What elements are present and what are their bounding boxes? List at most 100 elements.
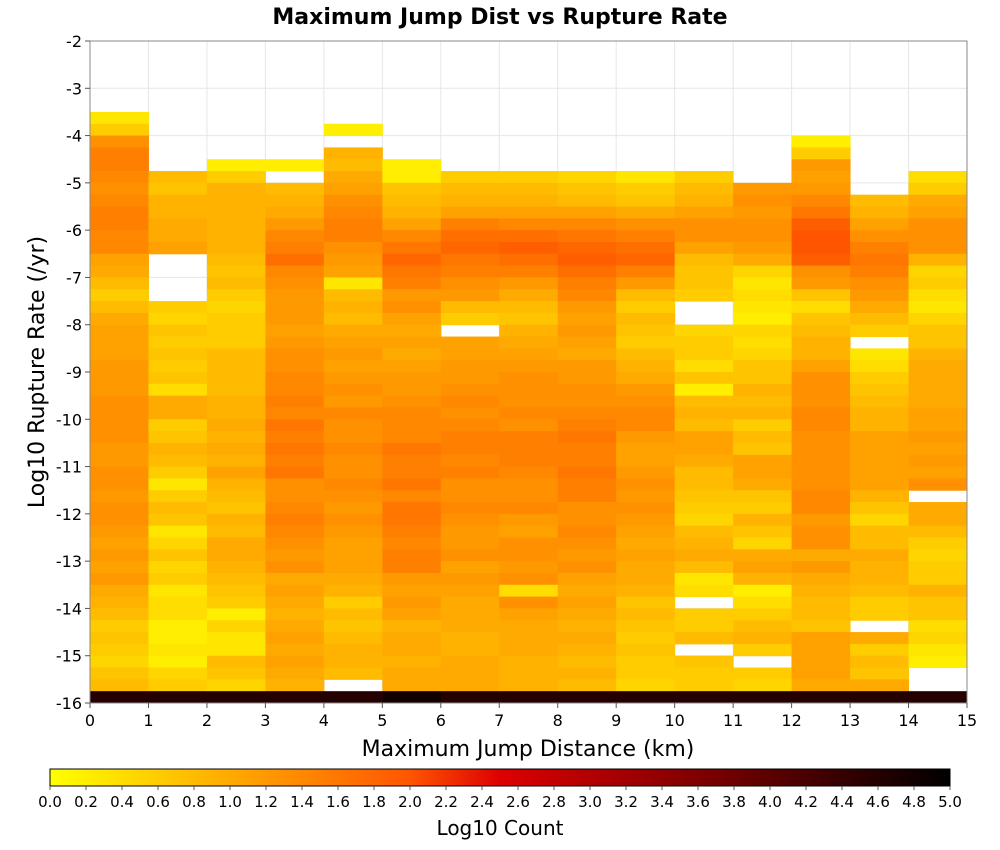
heatmap-cell [206,265,266,278]
heatmap-cell [733,348,793,361]
heatmap-cell [382,348,442,361]
heatmap-cell [616,596,676,609]
y-tick-label: -11 [56,458,82,477]
heatmap-cell [265,502,325,515]
heatmap-cell [616,525,676,538]
heatmap-cell [850,513,910,527]
heatmap-cell [148,194,208,207]
heatmap-cell [382,679,442,692]
heatmap-cell [733,407,793,420]
heatmap-cell [557,277,617,290]
heatmap-cell [733,525,793,538]
heatmap-cell [265,419,325,432]
heatmap-cell [265,206,325,219]
heatmap-cell [265,360,325,373]
heatmap-cell [499,632,559,645]
heatmap-cell [206,301,266,314]
heatmap-cell [791,620,851,633]
heatmap-cell [265,336,325,349]
heatmap-cell [791,253,851,267]
y-tick-label: -16 [56,694,82,713]
heatmap-cell [908,182,968,196]
heatmap-cell [733,431,793,444]
heatmap-cell [674,383,734,397]
heatmap-cell [557,608,617,621]
y-tick-label: -13 [56,552,82,571]
heatmap-cell [90,123,149,137]
heatmap-cell [382,537,442,550]
heatmap-cell [90,241,149,255]
heatmap-cell [908,502,968,515]
heatmap-cell [499,182,559,196]
heatmap-cell [148,171,208,184]
heatmap-cell [674,230,734,243]
heatmap-cell [557,171,617,184]
heatmap-cell [323,643,383,657]
heatmap-cell [908,454,968,468]
heatmap-cell [674,691,734,703]
heatmap-cell [791,265,851,278]
heatmap-cell [323,525,383,538]
heatmap-cell [90,620,149,633]
heatmap-cell [90,502,149,515]
heatmap-cell [733,667,793,680]
heatmap-cell [148,632,208,645]
heatmap-cell [557,312,617,326]
heatmap-cell [323,182,383,196]
heatmap-cell [674,171,734,184]
heatmap-cell [440,466,500,479]
heatmap-cell [791,159,851,172]
heatmap-cell [206,194,266,207]
heatmap-cell [908,608,968,621]
y-tick-label: -4 [66,127,82,146]
heatmap-cell [90,135,149,148]
heatmap-cell [265,549,325,562]
heatmap-cell [265,253,325,267]
heatmap-cell [382,277,442,290]
heatmap-cell [90,679,149,692]
heatmap-cell [674,572,734,586]
heatmap-cell [265,572,325,586]
heatmap-cell [908,241,968,255]
heatmap-cell [616,253,676,267]
heatmap-cell [616,691,676,703]
heatmap-cell [440,289,500,302]
heatmap-cell [616,442,676,456]
heatmap-cell [674,241,734,255]
heatmap-cell [499,395,559,408]
heatmap-cell [616,572,676,586]
heatmap-cell [557,431,617,444]
heatmap-cell [265,466,325,479]
heatmap-cell [265,159,325,172]
heatmap-cell [323,431,383,444]
heatmap-cell [265,372,325,385]
heatmap-cell [850,372,910,385]
heatmap-cell [733,596,793,609]
heatmap-cell [908,324,968,338]
heatmap-cell [733,301,793,314]
heatmap-cell [850,572,910,586]
heatmap-cell [850,253,910,267]
x-tick-label: 5 [377,711,387,730]
heatmap-cell [148,182,208,196]
heatmap-cell [440,407,500,420]
heatmap-cell [674,206,734,219]
heatmap-cell [265,395,325,408]
heatmap-cell [791,372,851,385]
heatmap-cell [616,348,676,361]
heatmap-cell [440,395,500,408]
heatmap-cell [440,241,500,255]
heatmap-cell [323,372,383,385]
heatmap-cell [733,253,793,267]
heatmap-cell [499,655,559,669]
x-tick-label: 9 [611,711,621,730]
heatmap-cell [206,431,266,444]
heatmap-cell [557,596,617,609]
heatmap-cell [148,691,208,703]
heatmap-cell [908,431,968,444]
heatmap-cell [148,442,208,456]
x-tick-label: 13 [840,711,860,730]
heatmap-cell [908,572,968,586]
heatmap-cell [791,312,851,326]
heatmap-cell [616,218,676,231]
